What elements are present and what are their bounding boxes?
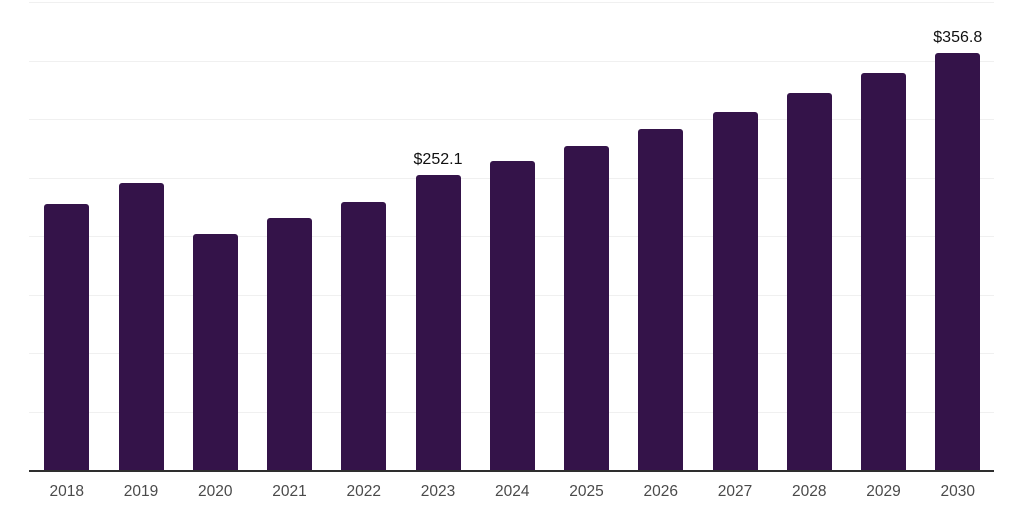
x-axis-line — [29, 470, 994, 472]
bar-2024[interactable] — [489, 160, 535, 470]
bar-2019[interactable] — [118, 183, 164, 470]
x-tick-2021: 2021 — [272, 483, 307, 500]
bar-2030[interactable] — [935, 52, 981, 470]
data-label-2030: $356.8 — [933, 28, 983, 46]
x-tick-2026: 2026 — [643, 483, 678, 500]
x-tick-2023: 2023 — [420, 483, 456, 500]
bar-2020[interactable] — [192, 233, 238, 470]
x-tick-2030: 2030 — [940, 483, 975, 500]
gridline-400 — [29, 2, 994, 3]
x-tick-2019: 2019 — [123, 483, 159, 500]
bar-2018[interactable] — [44, 204, 90, 470]
bar-2027[interactable] — [712, 111, 758, 470]
gridline-300 — [29, 119, 994, 120]
x-tick-2025: 2025 — [569, 483, 604, 500]
x-tick-2024: 2024 — [495, 483, 530, 500]
bar-2023[interactable] — [415, 175, 461, 470]
bar-2029[interactable] — [861, 72, 906, 470]
x-tick-2028: 2028 — [792, 483, 827, 500]
bar-2021[interactable] — [267, 217, 312, 470]
x-tick-2022: 2022 — [346, 483, 381, 500]
x-tick-2018: 2018 — [49, 483, 84, 500]
bar-2022[interactable] — [341, 201, 387, 470]
x-tick-2029: 2029 — [866, 483, 901, 500]
x-tick-2027: 2027 — [717, 483, 753, 500]
data-label-2023: $252.1 — [413, 151, 463, 169]
x-tick-2020: 2020 — [198, 483, 233, 500]
bar-2026[interactable] — [638, 129, 684, 470]
bar-2028[interactable] — [786, 93, 832, 470]
gridline-350 — [29, 61, 994, 62]
bar-2025[interactable] — [564, 145, 609, 470]
